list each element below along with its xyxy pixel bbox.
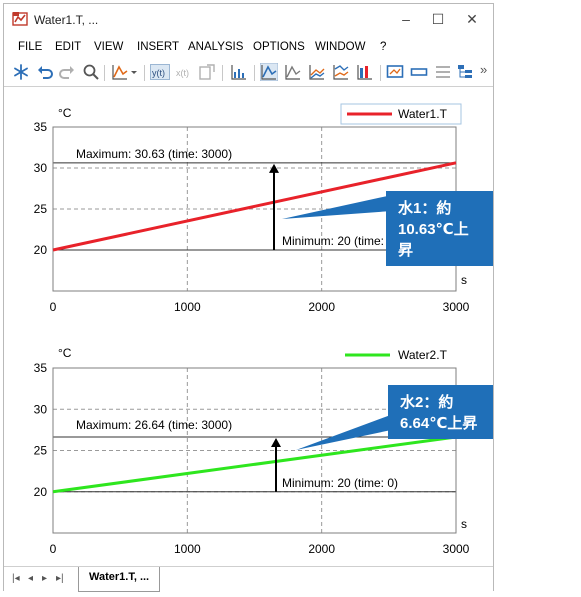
max-annotation: Maximum: 30.63 (time: 3000) [76,147,232,161]
sheet-tab-bar: |◂ ◂ ▸ ▸| Water1.T, ... [4,566,493,593]
menu-insert[interactable]: INSERT [137,41,179,53]
y-tick-label: 25 [34,202,48,216]
x-axis-unit: s [461,273,467,287]
legend-box [340,103,462,125]
monitor-icon[interactable] [386,63,404,81]
series-line-water2 [52,435,457,494]
toolbar: y(t) x(t) [4,60,493,86]
legend-label: Water2.T [398,348,448,362]
legend-label: Water1.T [398,107,448,121]
xt-icon-label: x(t) [176,68,189,78]
window-title: Water1.T, ... [34,13,99,27]
export-icon[interactable] [198,63,216,81]
toolbar-separator [380,65,381,81]
bar-chart-icon[interactable] [230,63,248,81]
x-tick-label: 2000 [308,542,335,556]
first-tab-button[interactable]: |◂ [12,573,20,584]
toolbar-separator [144,65,145,81]
callout-water2: 水2：約6.64℃上昇 [388,385,493,439]
tree-icon[interactable] [456,63,474,81]
charts-canvas: °C 20 25 30 35 0 1000 2000 3000 s Water1.T Max… [34,103,470,556]
menu-help[interactable]: ? [380,41,387,53]
y-tick-label: 25 [34,444,48,458]
undo-icon[interactable] [36,63,54,81]
xt-icon[interactable]: x(t) [174,63,194,81]
menu-window[interactable]: WINDOW [315,41,366,53]
y-tick-label: 20 [34,485,48,499]
toolbar-separator [222,65,223,81]
chart-water2: °C 20 25 30 35 0 1000 2000 3000 s Water2.T Max… [34,346,470,556]
stacked-chart-icon[interactable] [356,63,374,81]
title-bar: Water1.T, ... – ☐ ✕ [4,4,493,34]
menu-file[interactable]: FILE [18,41,43,53]
y-tick-label: 20 [34,243,48,257]
y-tick-label: 35 [34,361,48,375]
x-tick-label: 0 [50,300,57,314]
yt-icon[interactable]: y(t) [150,63,170,81]
x-tick-label: 1000 [174,300,201,314]
plot-frame [52,367,457,534]
menu-analysis[interactable]: ANALYSIS [188,41,244,53]
line-chart-icon[interactable] [260,63,278,81]
y-tick-label: 30 [34,161,48,175]
callout-pointer [282,195,392,219]
app-logo-icon [12,12,28,26]
yt-icon-label: y(t) [152,68,165,78]
next-tab-button[interactable]: ▸ [42,573,48,584]
minus-box-icon[interactable] [410,63,428,81]
x-tick-labels: 0 1000 2000 3000 [50,542,470,556]
y-tick-labels: 20 25 30 35 [34,361,48,499]
maximize-button[interactable]: ☐ [431,11,445,27]
y-axis-unit: °C [58,346,72,360]
min-annotation: Minimum: 20 (time: 0) [282,476,398,490]
last-tab-button[interactable]: ▸| [56,573,64,584]
multi-chart-icon[interactable] [308,63,326,81]
menu-options[interactable]: OPTIONS [253,41,305,53]
chart-line-icon[interactable] [111,63,129,81]
x-tick-label: 3000 [443,300,470,314]
y-axis-unit: °C [58,106,72,120]
y-tick-labels: 20 25 30 35 [34,120,48,257]
x-tick-label: 1000 [174,542,201,556]
menu-edit[interactable]: EDIT [55,41,82,53]
x-tick-label: 3000 [443,542,470,556]
rise-arrow-head [269,163,279,173]
app-window: Water1.T, ... – ☐ ✕ FILE EDIT VIEW INSER… [3,3,494,593]
list-icon[interactable] [434,63,452,81]
close-button[interactable]: ✕ [466,11,478,27]
y-tick-label: 35 [34,120,48,134]
grid [53,127,456,291]
legend: Water1.T [340,103,462,125]
y-tick-label: 30 [34,402,48,416]
snowflake-icon[interactable] [12,63,30,81]
min-annotation: Minimum: 20 (time: 0) [282,234,398,248]
toolbar-separator [254,65,255,81]
prev-tab-button[interactable]: ◂ [28,573,34,584]
chevron-down-icon[interactable] [129,63,139,81]
series-line-water1 [52,161,457,252]
zoom-icon[interactable] [82,63,100,81]
x-tick-label: 2000 [308,300,335,314]
callout-water1: 水1：約10.63℃上昇 [386,191,493,266]
toolbar-overflow-button[interactable]: » [480,62,488,77]
legend: Water2.T [345,348,448,362]
x-axis-unit: s [461,517,467,531]
x-tick-labels: 0 1000 2000 3000 [50,300,470,314]
callout-pointer [296,413,396,450]
redo-icon[interactable] [58,63,76,81]
menu-bar: FILE EDIT VIEW INSERT ANALYSIS OPTIONS W… [4,38,493,58]
chart-area: °C 20 25 30 35 0 1000 2000 3000 s Water1.T Max… [4,86,493,565]
sheet-tab-active[interactable]: Water1.T, ... [78,567,161,592]
line-chart2-icon[interactable] [284,63,302,81]
max-annotation: Maximum: 26.64 (time: 3000) [76,418,232,432]
rise-arrow-head [271,437,281,447]
toolbar-separator [104,65,105,81]
menu-view[interactable]: VIEW [94,41,124,53]
minimize-button[interactable]: – [402,11,410,27]
x-tick-label: 0 [50,542,57,556]
multi-chart2-icon[interactable] [332,63,350,81]
